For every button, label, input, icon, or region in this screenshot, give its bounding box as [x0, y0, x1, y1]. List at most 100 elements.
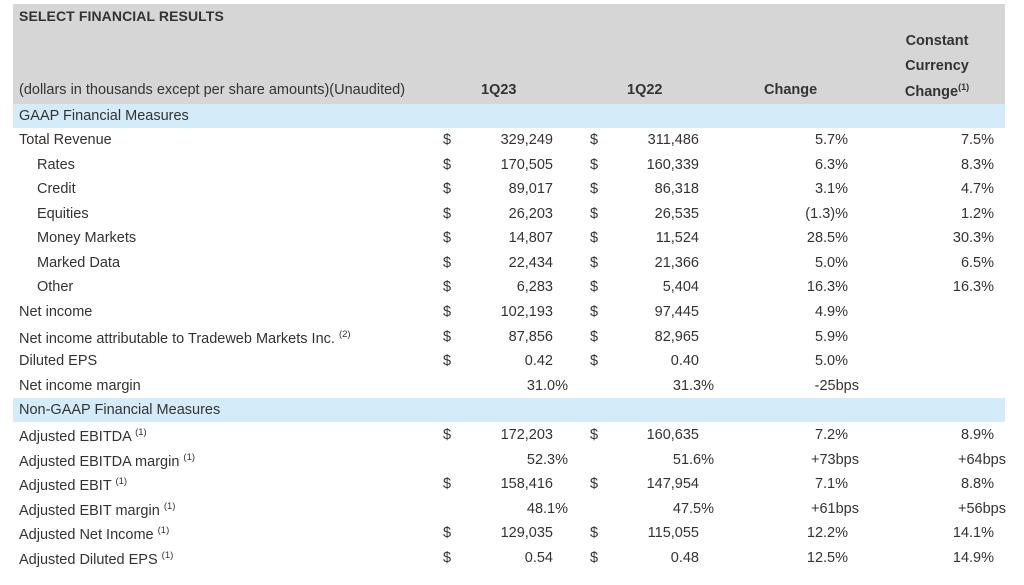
value-1q22: 31.3% — [672, 378, 714, 394]
value-1q23: 89,017 — [508, 181, 553, 197]
currency-symbol: $ — [443, 206, 452, 222]
row-label-text: Money Markets — [37, 230, 137, 246]
table-row: Adjusted Net Income (1) $ $129,035 115,055 1… — [0, 521, 1024, 545]
value-change: 7.2% — [814, 427, 848, 443]
row-label: Adjusted Net Income (1) — [19, 525, 169, 543]
table-row: Adjusted EBITDA margin (1) 52.3% 51.6% +73b… — [0, 448, 1024, 472]
row-label: Equities — [37, 206, 89, 222]
col-1q23: 1Q23 — [481, 82, 517, 98]
row-label-text: Equities — [37, 206, 89, 222]
cc-header-text: Change — [904, 83, 959, 100]
row-label: Diluted EPS — [19, 353, 97, 369]
row-label: Marked Data — [37, 255, 120, 271]
row-label: Adjusted EBIT margin (1) — [19, 501, 175, 519]
value-1q23: 102,193 — [500, 304, 553, 320]
cc-header-line3: Change(1) — [892, 82, 982, 100]
currency-symbol: $ — [590, 525, 599, 541]
row-label-text: Net income attributable to Tradeweb Mark… — [19, 330, 335, 347]
value-1q23: 31.0% — [526, 378, 568, 394]
currency-symbol: $ — [590, 157, 599, 173]
value-change: -25bps — [814, 378, 859, 394]
value-change: 16.3% — [806, 279, 848, 295]
value-1q22: 51.6% — [672, 452, 714, 468]
table-row: Rates $ $170,505 160,339 6.3% 8.3% — [0, 153, 1024, 177]
currency-symbol: $ — [590, 476, 599, 492]
value-1q23: 14,807 — [508, 230, 553, 246]
table-title: SELECT FINANCIAL RESULTS — [19, 8, 224, 24]
value-change: +61bps — [811, 501, 859, 517]
row-label-text: Net income margin — [19, 378, 141, 394]
value-1q23: 329,249 — [500, 132, 553, 148]
row-label-text: Adjusted EBIT — [19, 477, 112, 494]
value-1q23: 52.3% — [526, 452, 568, 468]
value-1q22: 5,404 — [662, 279, 699, 295]
value-1q22: 97,445 — [654, 304, 699, 320]
value-constant-currency-change: 8.8% — [960, 476, 994, 492]
row-label: Net income — [19, 304, 92, 320]
table-row: Equities $ $26,203 26,535 (1.3)% 1.2% — [0, 202, 1024, 226]
value-1q23: 48.1% — [526, 501, 568, 517]
value-constant-currency-change: 6.5% — [960, 255, 994, 271]
value-constant-currency-change: 1.2% — [960, 206, 994, 222]
row-label: Adjusted Diluted EPS (1) — [19, 550, 173, 568]
value-1q23: 172,203 — [500, 427, 553, 443]
currency-symbol: $ — [590, 181, 599, 197]
value-constant-currency-change: 8.3% — [960, 157, 994, 173]
table-row: Net income margin 31.0% 31.3% -25bps — [0, 374, 1024, 398]
row-label: Net income margin — [19, 378, 141, 394]
value-1q23: 170,505 — [500, 157, 553, 173]
currency-symbol: $ — [590, 206, 599, 222]
currency-symbol: $ — [443, 427, 452, 443]
value-1q22: 311,486 — [647, 132, 699, 148]
value-1q22: 26,535 — [654, 206, 699, 222]
row-label-text: Marked Data — [37, 255, 121, 271]
value-constant-currency-change: 14.9% — [952, 550, 994, 566]
currency-symbol: $ — [590, 132, 599, 148]
currency-symbol: $ — [443, 476, 452, 492]
value-1q22: 160,635 — [646, 427, 699, 443]
currency-symbol: $ — [590, 550, 599, 566]
row-label: Adjusted EBIT (1) — [19, 476, 127, 494]
table-row: Adjusted EBITDA (1) $ $172,203 160,635 7.2% 8… — [0, 423, 1024, 447]
row-label-text: Rates — [37, 157, 75, 173]
value-constant-currency-change: 7.5% — [960, 132, 994, 148]
value-1q23: 158,416 — [500, 476, 553, 492]
value-1q22: 21,366 — [654, 255, 699, 271]
cc-header-footnote: (1) — [958, 82, 970, 92]
row-label: Credit — [37, 181, 76, 197]
units-note: (dollars in thousands except per share a… — [19, 82, 406, 98]
row-label: Other — [37, 279, 73, 295]
value-change: 6.3% — [814, 157, 848, 173]
currency-symbol: $ — [590, 255, 599, 271]
row-label: Rates — [37, 157, 75, 173]
currency-symbol: $ — [590, 427, 599, 443]
footnote-marker: (1) — [183, 452, 196, 463]
value-1q23: 26,203 — [508, 206, 553, 222]
footnote-marker: (1) — [157, 525, 170, 536]
currency-symbol: $ — [443, 255, 452, 271]
value-1q22: 11,524 — [655, 230, 699, 246]
row-label-text: Adjusted EBITDA margin — [19, 453, 180, 470]
table-row: Net income $ $102,193 97,445 4.9% — [0, 300, 1024, 324]
value-constant-currency-change: +64bps — [958, 452, 1006, 468]
value-1q22: 115,055 — [647, 525, 699, 541]
currency-symbol: $ — [590, 279, 599, 295]
col-change: Change — [764, 82, 818, 98]
value-1q22: 86,318 — [654, 181, 699, 197]
row-label-text: Other — [37, 279, 74, 295]
value-change: 7.1% — [814, 476, 848, 492]
footnote-marker: (1) — [163, 501, 176, 512]
value-1q23: 87,856 — [508, 329, 553, 345]
currency-symbol: $ — [443, 304, 452, 320]
value-1q22: 0.40 — [670, 353, 699, 369]
row-label: Adjusted EBITDA (1) — [19, 427, 147, 445]
value-constant-currency-change: 8.9% — [960, 427, 994, 443]
value-change: +73bps — [811, 452, 859, 468]
footnote-marker: (1) — [135, 427, 147, 438]
currency-symbol: $ — [443, 353, 452, 369]
row-label-text: Adjusted Diluted EPS — [19, 551, 158, 568]
currency-symbol: $ — [443, 279, 452, 295]
table-row: Adjusted EBIT (1) $ $158,416 147,954 7.1% 8.8… — [0, 472, 1024, 496]
section-nongaap: Non-GAAP Financial Measures — [13, 398, 1005, 422]
